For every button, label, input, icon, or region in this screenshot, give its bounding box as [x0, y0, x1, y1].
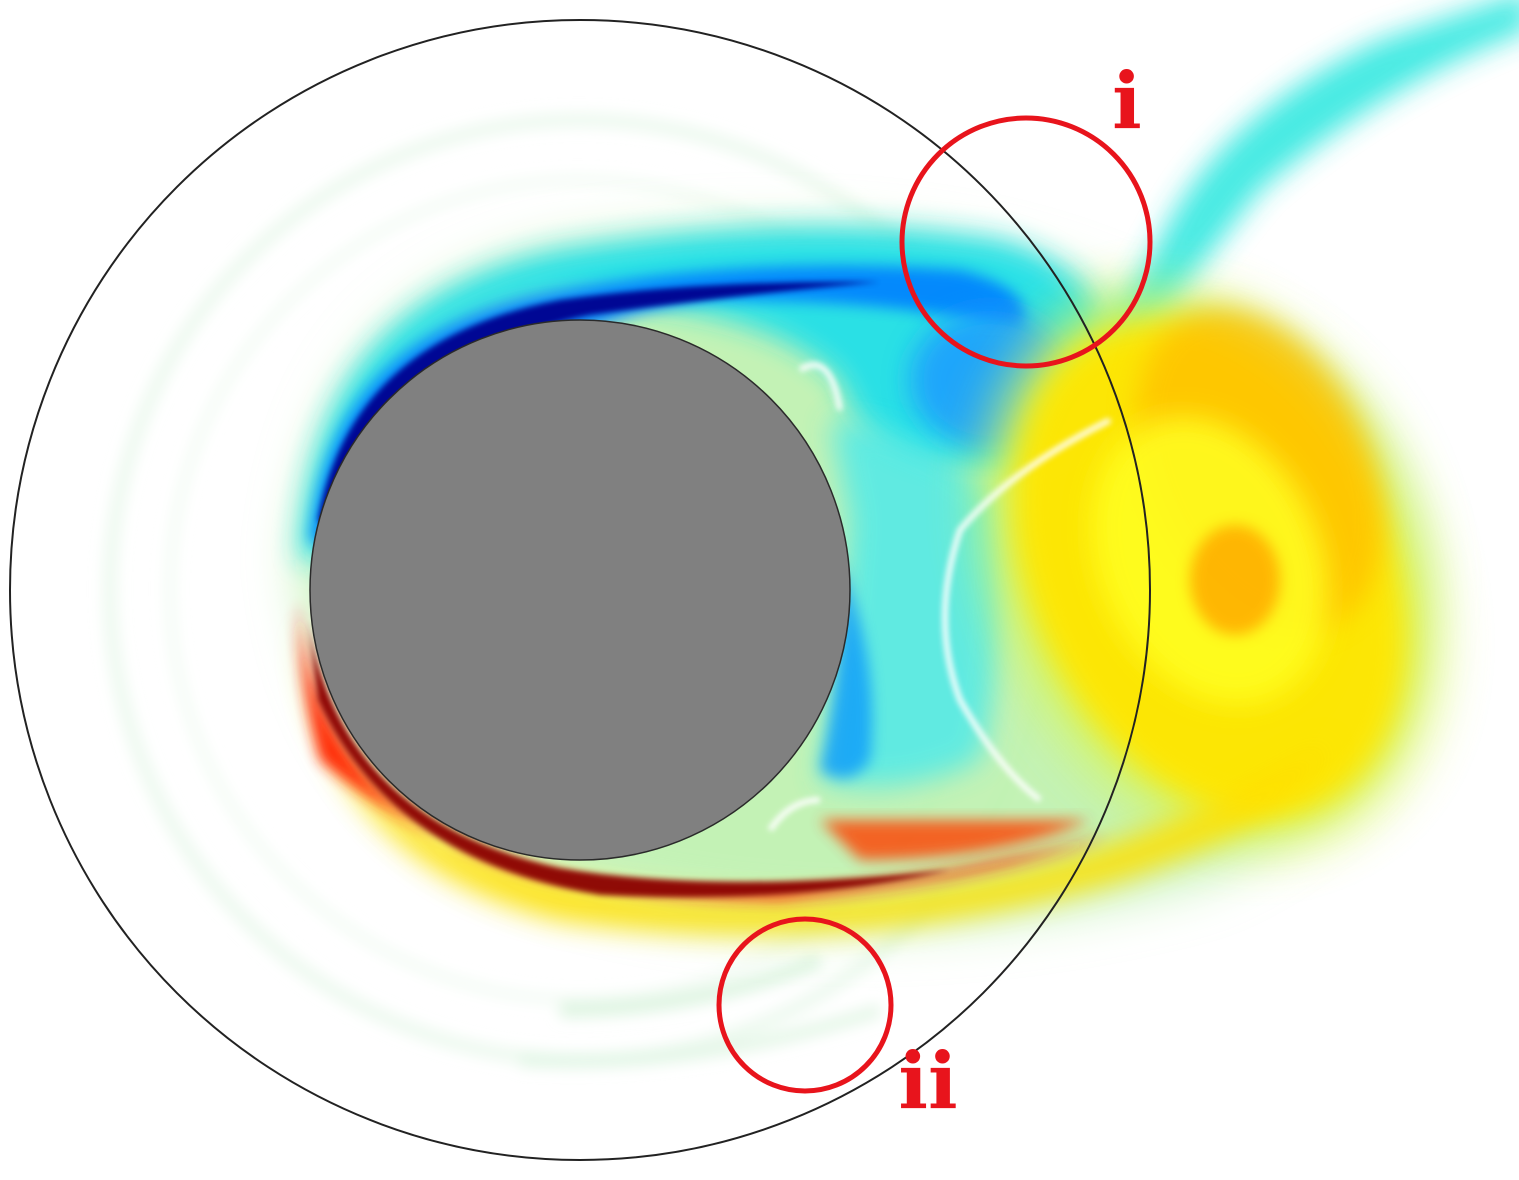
shed-vortex: [983, 292, 1437, 848]
marker-label-ii: ii: [898, 1036, 957, 1127]
domain-boundary: [9, 19, 1151, 1161]
marker-circle-ii: [716, 916, 894, 1094]
marker-circle-i: [899, 115, 1153, 369]
cylinder: [309, 319, 851, 861]
marker-label-i: i: [1112, 56, 1142, 147]
zero-contours: [767, 362, 1112, 832]
lower-shear-layer: [295, 600, 1330, 934]
